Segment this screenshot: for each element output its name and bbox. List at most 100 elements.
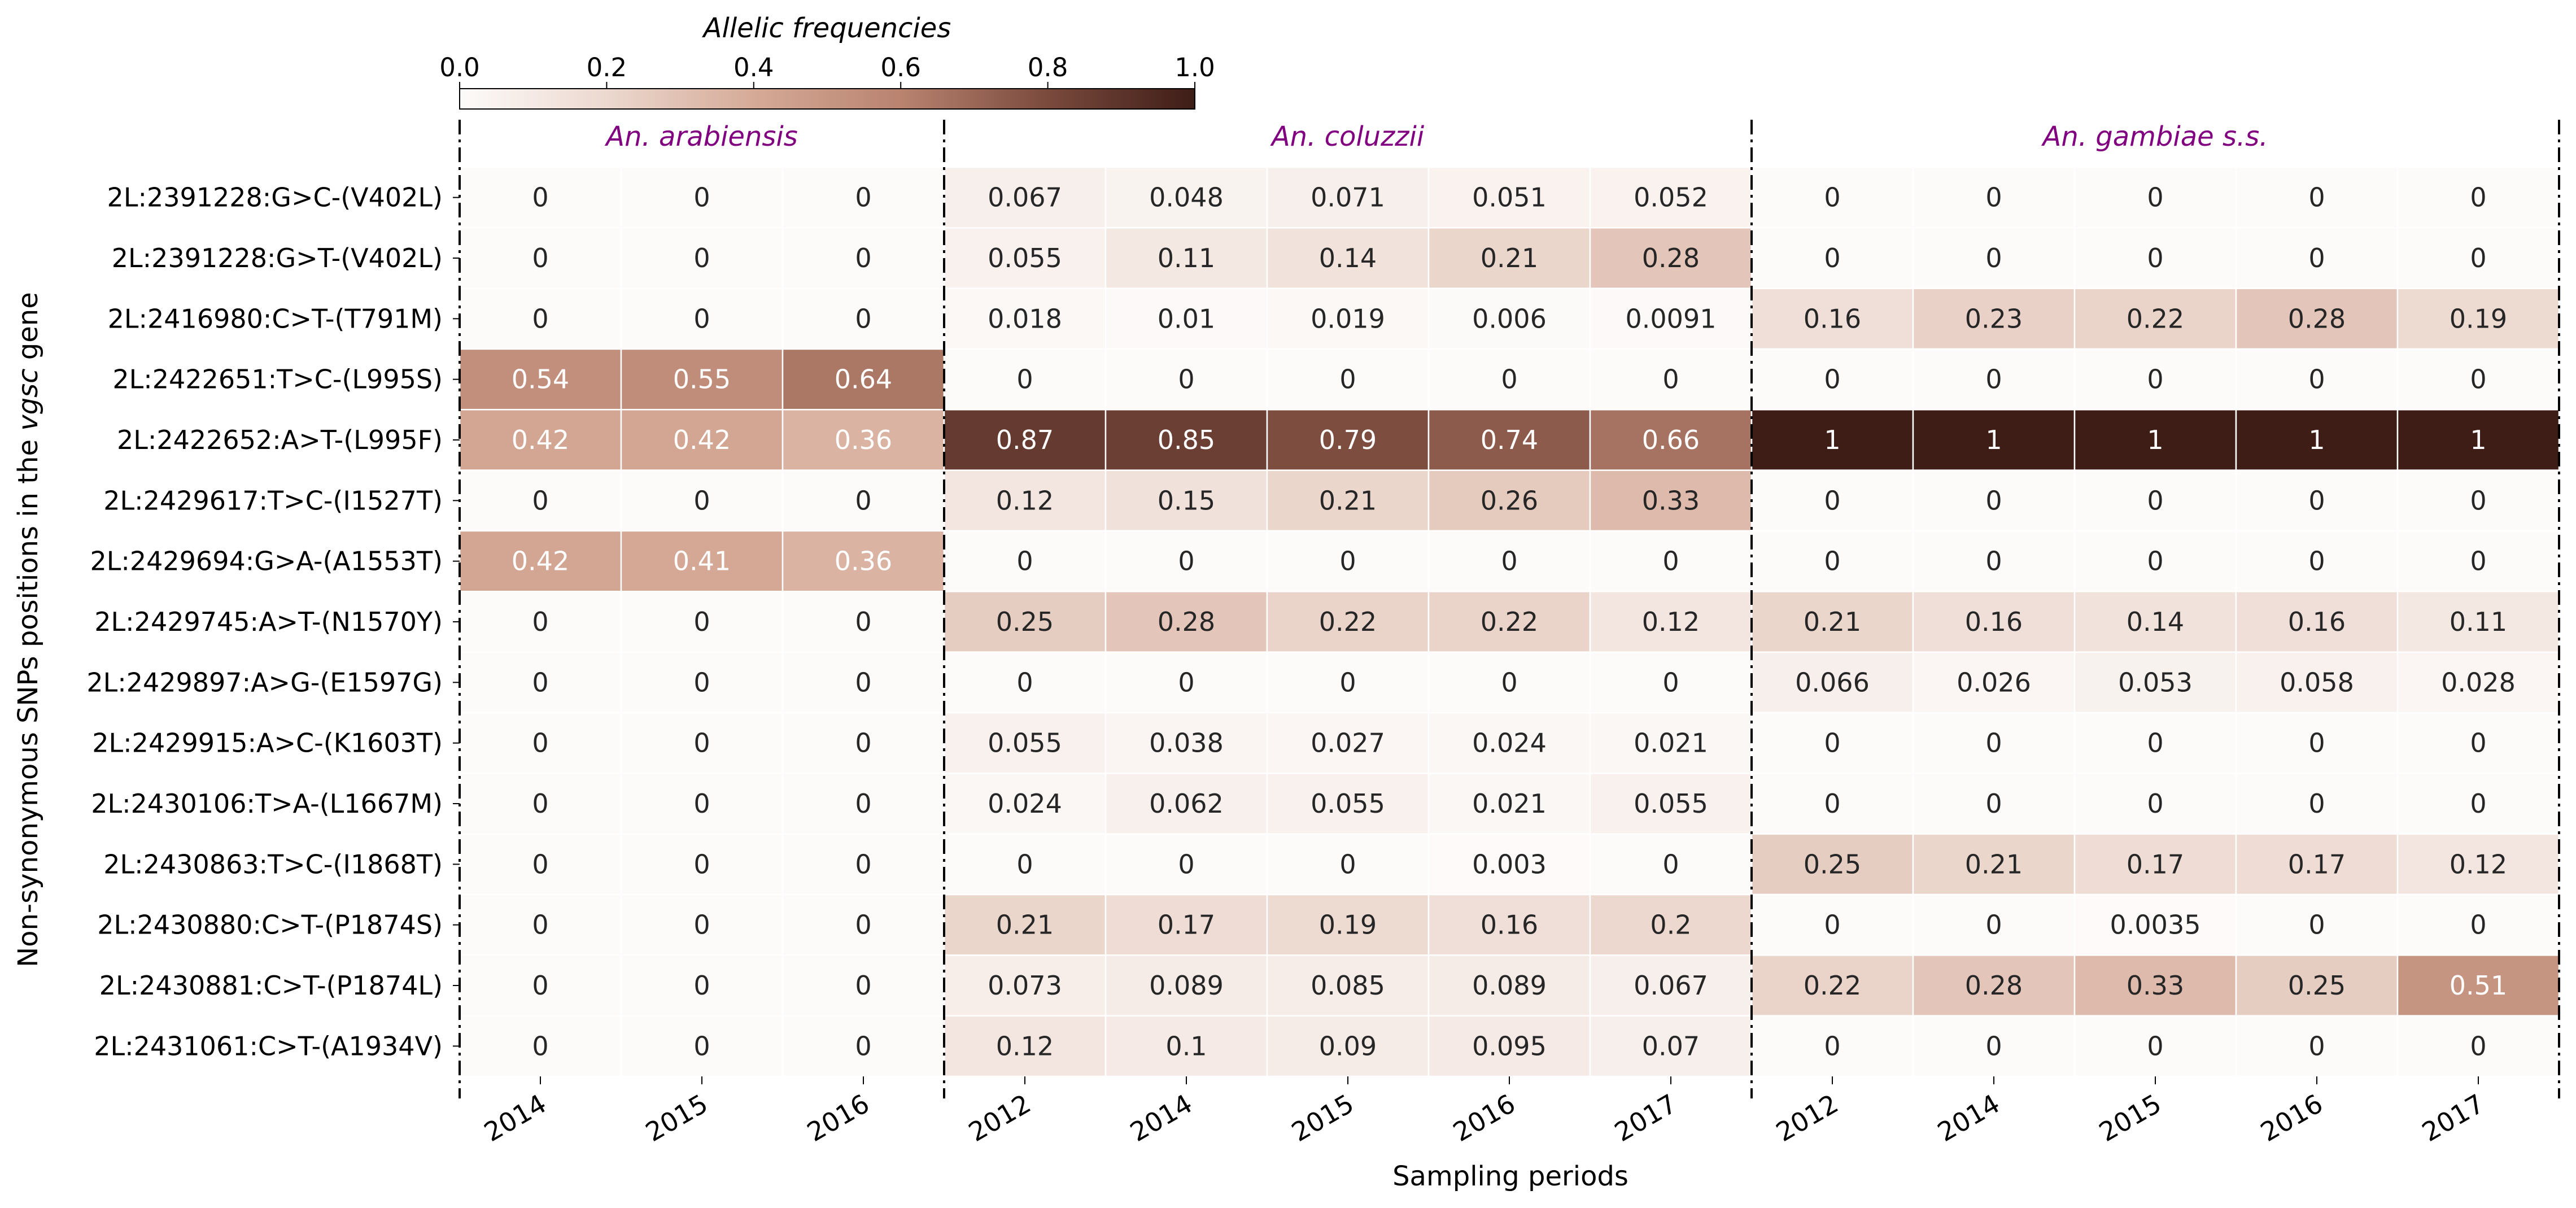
cell-value-label: 0: [855, 1031, 871, 1061]
x-tick-label: 2015: [2094, 1088, 2166, 1148]
cell-value-label: 0: [1985, 1031, 2002, 1061]
cell-value-label: 0: [532, 849, 548, 879]
heatmap-cell: [1266, 954, 1430, 1017]
cell-value-label: 0.12: [2450, 849, 2507, 879]
cell-value-label: 0: [693, 970, 710, 1001]
cell-value-label: 0: [1985, 243, 2002, 273]
cell-value-label: 0.055: [988, 243, 1062, 273]
heatmap-cell: [943, 348, 1107, 411]
cell-value-label: 0: [532, 667, 548, 697]
heatmap-cell: [1589, 954, 1753, 1017]
x-tick-label: 2014: [1932, 1088, 2005, 1148]
cell-value-label: 0.0035: [2110, 910, 2201, 940]
heatmap-cell: [2396, 954, 2560, 1017]
heatmap-cell: [1589, 712, 1753, 774]
cell-value-label: 0.089: [1149, 970, 1224, 1001]
heatmap-cell: [1104, 469, 1268, 532]
cell-value-label: 0.16: [1965, 607, 2023, 637]
cell-value-label: 0.22: [2127, 303, 2184, 334]
heatmap-cell: [1427, 712, 1591, 774]
cell-value-label: 0.25: [2288, 970, 2346, 1001]
cell-value-label: 1: [2308, 425, 2325, 455]
heatmap-cell: [620, 954, 784, 1017]
cell-value-label: 0: [1662, 849, 1679, 879]
heatmap-cell: [1104, 893, 1268, 956]
heatmap-cell: [2235, 409, 2399, 471]
cell-value-label: 0.66: [1642, 425, 1700, 455]
cell-value-label: 0: [2147, 364, 2163, 395]
heatmap-cell: [781, 954, 945, 1017]
cell-value-label: 0: [693, 182, 710, 213]
cell-value-label: 0.12: [1642, 607, 1700, 637]
colorbar-ticks: 0.0 0.2 0.4 0.6 0.8 1.0: [439, 53, 1215, 89]
cell-value-label: 0.16: [1481, 910, 1538, 940]
cell-value-label: 0: [1178, 849, 1194, 879]
heatmap-cell: [1427, 287, 1591, 350]
cell-value-label: 0.42: [512, 546, 569, 577]
heatmap-cell: [2396, 166, 2560, 229]
cell-value-label: 0: [1824, 910, 1840, 940]
heatmap-cell: [1266, 833, 1430, 896]
heatmap-cell: [459, 712, 622, 774]
heatmap-cell: [459, 530, 622, 592]
heatmap-cell: [2235, 954, 2399, 1017]
cell-value-label: 0: [1824, 546, 1840, 577]
heatmap-cell: [2396, 773, 2560, 835]
cell-value-label: 0: [532, 1031, 548, 1061]
heatmap-cells: 0 0 0 0.067 0.048 0.071 0.051 0.052 0 0 0 0 00 0 0 0.05…: [459, 166, 2560, 1078]
heatmap-cell: [781, 1015, 945, 1078]
heatmap-cell: [2073, 833, 2237, 896]
heatmap-cell: [943, 166, 1107, 229]
cell-value-label: 0: [532, 303, 548, 334]
cell-value-label: 0: [2147, 1031, 2163, 1061]
y-tick-label: 2L:2430863:T>C-(I1868T): [103, 849, 443, 879]
heatmap-cell: [620, 287, 784, 350]
heatmap-cell: [1104, 833, 1268, 896]
cell-value-label: 0.55: [673, 364, 731, 395]
cell-value-label: 0: [1985, 910, 2002, 940]
cell-value-label: 0.09: [1319, 1031, 1377, 1061]
y-tick-labels: 2L:2391228:G>C-(V402L) 2L:2391228:G>T-(V4…: [86, 182, 460, 1061]
heatmap-cell: [1589, 409, 1753, 471]
heatmap-cell: [2073, 1015, 2237, 1078]
cell-value-label: 0: [693, 243, 710, 273]
heatmap-cell: [781, 530, 945, 592]
heatmap-cell: [2073, 469, 2237, 532]
heatmap-cell: [1104, 773, 1268, 835]
colorbar-tick-label: 1.0: [1175, 53, 1215, 82]
heatmap-cell: [2396, 712, 2560, 774]
cell-value-label: 0.2: [1650, 910, 1691, 940]
heatmap-cell: [2396, 833, 2560, 896]
y-axis-label-part-1: Non-synonymous SNPs positions in the: [12, 431, 44, 967]
cell-value-label: 0.85: [1158, 425, 1215, 455]
group-separators: [459, 120, 2560, 1098]
cell-value-label: 0.11: [1158, 243, 1215, 273]
heatmap-cell: [1750, 409, 1914, 471]
cell-value-label: 0: [2470, 182, 2486, 213]
cell-value-label: 0.28: [2288, 303, 2346, 334]
group-label: An. gambiae s.s.: [2041, 121, 2268, 152]
cell-value-label: 0: [2470, 788, 2486, 819]
heatmap-cell: [620, 651, 784, 714]
cell-value-label: 0.12: [996, 1031, 1054, 1061]
heatmap-cell: [459, 469, 622, 532]
cell-value-label: 0: [2470, 728, 2486, 758]
cell-value-label: 0: [2147, 243, 2163, 273]
cell-value-label: 0: [693, 849, 710, 879]
cell-value-label: 0.14: [2127, 607, 2184, 637]
cell-value-label: 0.026: [1957, 667, 2031, 697]
colorbar-tick-label: 0.2: [587, 53, 627, 82]
colorbar-tick-label: 0.0: [439, 53, 480, 82]
cell-value-label: 0: [2308, 1031, 2325, 1061]
x-tick-label: 2017: [2417, 1088, 2489, 1148]
x-tick-label: 2017: [1609, 1088, 1682, 1148]
heatmap-cell: [1266, 287, 1430, 350]
heatmap-cell: [2235, 712, 2399, 774]
cell-value-label: 0.028: [2441, 667, 2516, 697]
cell-value-label: 0: [532, 182, 548, 213]
x-tick-label: 2016: [2255, 1088, 2328, 1148]
cell-value-label: 0.74: [1481, 425, 1538, 455]
cell-value-label: 0.038: [1149, 728, 1224, 758]
y-tick-label: 2L:2422652:A>T-(L995F): [117, 425, 443, 455]
heatmap-cell: [2073, 287, 2237, 350]
